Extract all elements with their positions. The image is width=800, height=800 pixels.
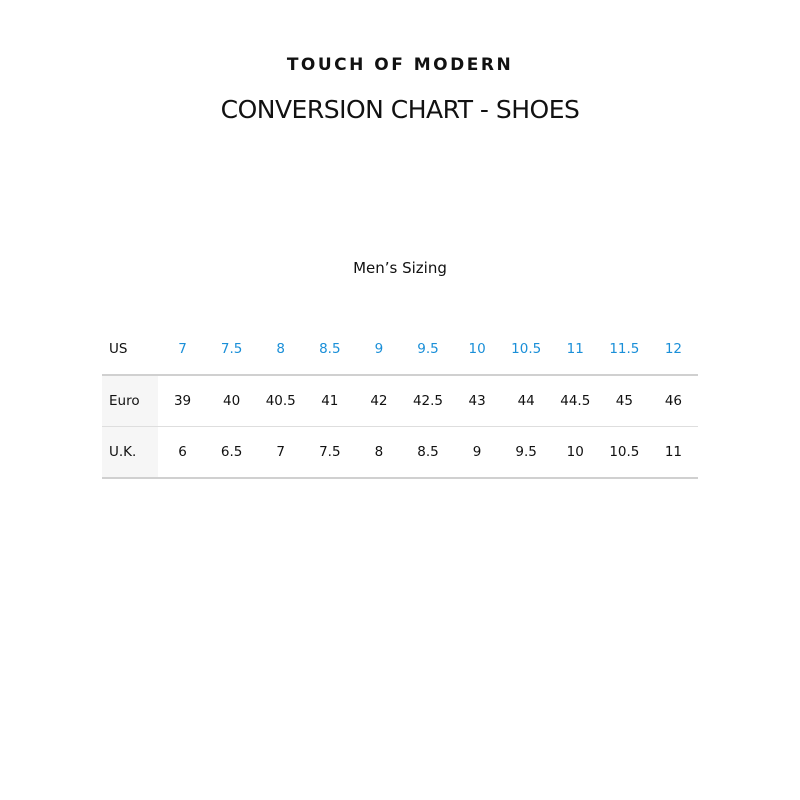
- size-cell: 7: [178, 341, 187, 357]
- size-cell: 6: [178, 444, 187, 460]
- size-cell: 10.5: [609, 444, 640, 460]
- size-cell: 40: [223, 393, 241, 409]
- size-cell: 11: [664, 444, 683, 460]
- size-cell: 43: [468, 393, 486, 409]
- size-cell: 10: [566, 444, 584, 460]
- size-cell: 9.5: [515, 444, 537, 460]
- size-cell: 12: [664, 341, 683, 357]
- size-cell: 7.5: [220, 341, 243, 357]
- size-cell: 9.5: [417, 341, 439, 357]
- page-title: CONVERSION CHART - SHOES: [220, 95, 580, 124]
- size-cell: 8: [374, 444, 384, 460]
- size-cell: 8.5: [417, 444, 439, 460]
- size-cell: 7: [276, 444, 286, 460]
- size-cell: 9: [374, 341, 384, 357]
- size-cell: 10: [468, 341, 486, 357]
- size-cell: 39: [173, 393, 192, 409]
- size-cell: 40.5: [265, 393, 296, 409]
- size-cell: 6.5: [220, 444, 243, 460]
- size-conversion-table: US 7 7.5 8 8.5 9 9.5 10 10.5 11 11.5 12 Euro 39 40 40.…: [102, 324, 698, 479]
- size-cell: 42.5: [412, 393, 444, 409]
- size-cell: 46: [664, 393, 683, 409]
- size-cell: 42: [370, 393, 388, 409]
- size-cell: 8.5: [319, 341, 341, 357]
- brand-logo: TOUCH OF MODERN: [286, 55, 514, 75]
- size-cell: 7.5: [319, 444, 341, 460]
- size-cell: 44.5: [560, 393, 591, 409]
- size-cell: 41: [321, 393, 339, 409]
- size-cell: 44: [517, 393, 535, 409]
- size-cell: 11: [566, 341, 584, 357]
- section-subtitle: Men’s Sizing: [353, 259, 447, 277]
- table-row-uk: U.K. 6 6.5 7 7.5 8 8.5 9 9.5 10 10.5 11: [102, 427, 698, 479]
- table-row-euro: Euro 39 40 40.5 41 42 42.5 43 44 44.5 45 46: [102, 376, 698, 427]
- size-cell: 8: [276, 341, 286, 357]
- table-row-us: US 7 7.5 8 8.5 9 9.5 10 10.5 11 11.5 12: [102, 324, 698, 376]
- size-cell: 11.5: [609, 341, 640, 357]
- size-cell: 9: [472, 444, 482, 460]
- size-cell: 10.5: [511, 341, 542, 357]
- size-cell: 45: [615, 393, 633, 409]
- row-label: U.K.: [102, 427, 158, 477]
- row-label: US: [109, 341, 128, 357]
- row-label: Euro: [102, 376, 158, 426]
